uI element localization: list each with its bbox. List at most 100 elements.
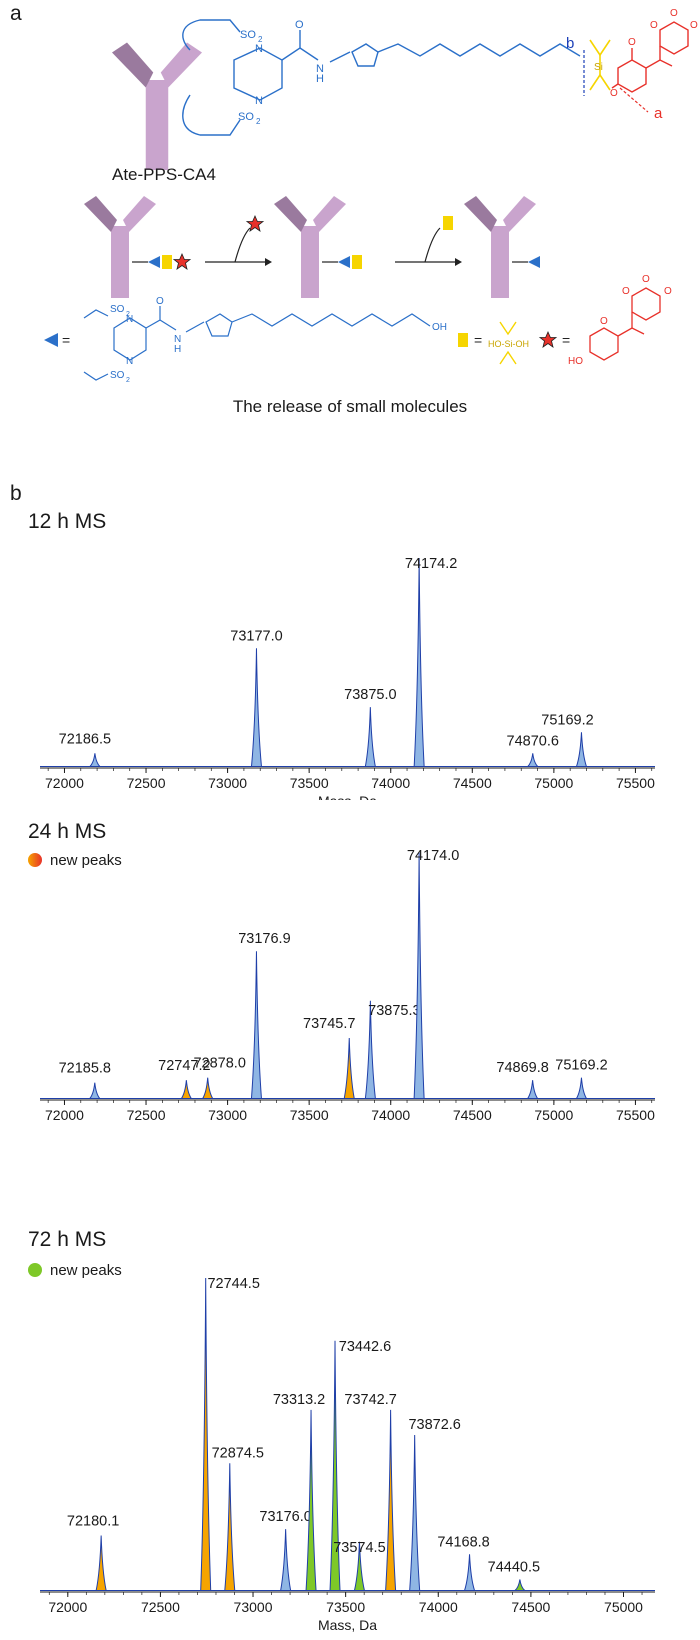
x-tick-label: 73000 bbox=[208, 1107, 247, 1120]
x-axis-label: Mass, Da bbox=[318, 1617, 377, 1633]
svg-text:N: N bbox=[126, 314, 133, 325]
svg-text:O: O bbox=[156, 296, 164, 307]
peak-label: 74174.2 bbox=[405, 556, 457, 572]
svg-text:SO: SO bbox=[238, 111, 254, 123]
svg-text:O: O bbox=[600, 316, 608, 327]
x-tick-label: 74500 bbox=[453, 1107, 492, 1120]
svg-text:N: N bbox=[255, 95, 263, 107]
svg-text:H: H bbox=[316, 73, 324, 85]
antibody-icon bbox=[112, 42, 202, 170]
peak-label: 75169.2 bbox=[555, 1058, 607, 1074]
spectrum-24h-legend: new peaks bbox=[28, 852, 122, 869]
x-tick-label: 74000 bbox=[371, 775, 410, 791]
svg-text:O: O bbox=[622, 286, 630, 297]
x-tick-label: 73500 bbox=[290, 1107, 329, 1120]
linker-structure: SO 2 SO 2 N N O N H bbox=[182, 19, 581, 136]
spectrum-peak bbox=[329, 1340, 341, 1591]
spectrum-peak bbox=[201, 1077, 214, 1099]
peak-label: 75169.2 bbox=[541, 712, 593, 728]
release-caption: The release of small molecules bbox=[233, 397, 467, 416]
svg-text:OH: OH bbox=[432, 322, 447, 333]
spectrum-peak bbox=[526, 753, 539, 767]
spectrum-72h-chart: 72000 72500 73000 73500 74000 74500 75000 Mass,… bbox=[40, 1276, 655, 1633]
spectrum-peak bbox=[575, 1077, 588, 1099]
x-tick-label: 74000 bbox=[419, 1599, 458, 1615]
peak-label: 72874.5 bbox=[212, 1445, 264, 1461]
x-tick-label: 72000 bbox=[45, 1107, 84, 1120]
silanediol-label: HO-Si-OH bbox=[488, 339, 529, 349]
svg-text:O: O bbox=[610, 88, 618, 99]
x-tick-label: 75000 bbox=[534, 775, 573, 791]
peak-label: 73177.0 bbox=[230, 628, 282, 644]
svg-text:SO: SO bbox=[240, 29, 256, 41]
spectrum-peak bbox=[513, 1579, 527, 1591]
spectrum-24h-chart: 72000 72500 73000 73500 74000 74500 75000 75500… bbox=[40, 848, 655, 1120]
spectrum-peak bbox=[95, 1535, 107, 1591]
svg-text:Si: Si bbox=[594, 62, 603, 73]
svg-text:N: N bbox=[174, 334, 181, 345]
peak-label: 72180.1 bbox=[67, 1513, 119, 1529]
peak-label: 74440.5 bbox=[488, 1559, 540, 1575]
peak-label: 74870.6 bbox=[507, 733, 559, 749]
svg-text:=: = bbox=[562, 332, 570, 348]
x-tick-label: 74000 bbox=[371, 1107, 410, 1120]
spectrum-peak bbox=[224, 1463, 236, 1591]
svg-text:2: 2 bbox=[126, 311, 130, 318]
x-tick-label: 72000 bbox=[45, 775, 84, 791]
svg-text:O: O bbox=[642, 274, 650, 285]
conjugate-name: Ate-PPS-CA4 bbox=[112, 165, 216, 184]
spectrum-peak bbox=[200, 1277, 212, 1591]
x-tick-label: 73000 bbox=[208, 775, 247, 791]
spectrum-peak bbox=[364, 1000, 376, 1099]
peak-label: 73875.3 bbox=[368, 1003, 420, 1019]
peak-label: 72185.8 bbox=[59, 1061, 111, 1077]
peak-label: 72747.2 bbox=[158, 1058, 210, 1074]
peak-label: 73875.0 bbox=[344, 687, 396, 703]
panel-a-figure: Ate-PPS-CA4 SO 2 SO 2 N N O N H Si b a O… bbox=[44, 8, 698, 416]
svg-text:O: O bbox=[690, 20, 698, 31]
x-tick-label: 72000 bbox=[48, 1599, 87, 1615]
x-tick-label: 75500 bbox=[616, 1107, 655, 1120]
peak-label: 72186.5 bbox=[59, 731, 111, 747]
svg-text:O: O bbox=[628, 37, 636, 48]
spectrum-peak bbox=[180, 1080, 193, 1099]
svg-text:O: O bbox=[650, 20, 658, 31]
peak-label: 73574.5 bbox=[333, 1540, 385, 1556]
peak-label: 73176.0 bbox=[259, 1509, 311, 1525]
spectrum-12h-title: 12 h MS bbox=[28, 510, 107, 533]
new-peaks-swatch bbox=[28, 1263, 42, 1277]
spectrum-peak bbox=[413, 851, 425, 1099]
silyl-group: Si bbox=[589, 39, 611, 91]
spectrum-peak bbox=[526, 1080, 539, 1099]
svg-text:N: N bbox=[126, 356, 133, 367]
spectrum-peak bbox=[343, 1037, 355, 1099]
svg-text:2: 2 bbox=[258, 35, 263, 44]
svg-text:O: O bbox=[664, 286, 672, 297]
svg-text:2: 2 bbox=[126, 377, 130, 384]
peak-label: 73742.7 bbox=[344, 1392, 396, 1408]
x-tick-label: 72500 bbox=[141, 1599, 180, 1615]
spectrum-peak bbox=[413, 557, 425, 767]
peak-label: 74168.8 bbox=[437, 1534, 489, 1550]
x-tick-label: 75000 bbox=[604, 1599, 643, 1615]
svg-text:=: = bbox=[62, 332, 70, 348]
peak-label: 72878.0 bbox=[193, 1056, 245, 1072]
svg-text:SO: SO bbox=[110, 304, 125, 315]
ca4-drug-structure: O O O O O bbox=[610, 8, 698, 99]
peak-label: 73745.7 bbox=[303, 1016, 355, 1032]
x-tick-label: 74500 bbox=[511, 1599, 550, 1615]
spectrum-peak bbox=[250, 648, 263, 767]
x-tick-label: 73000 bbox=[234, 1599, 273, 1615]
spectrum-peak bbox=[575, 732, 588, 767]
peak-label: 73313.2 bbox=[273, 1392, 325, 1408]
cleavage-site-a: a bbox=[654, 105, 663, 122]
spectrum-12h-chart: 72000 72500 73000 73500 74000 74500 75000 75500… bbox=[40, 556, 655, 800]
x-axis-label: Mass, Da bbox=[318, 793, 377, 800]
x-tick-label: 72500 bbox=[127, 1107, 166, 1120]
x-tick-label: 75500 bbox=[616, 775, 655, 791]
svg-text:SO: SO bbox=[110, 370, 125, 381]
x-tick-label: 74500 bbox=[453, 775, 492, 791]
svg-text:=: = bbox=[474, 332, 482, 348]
svg-text:H: H bbox=[174, 344, 181, 355]
peak-label: 74869.8 bbox=[496, 1060, 548, 1076]
